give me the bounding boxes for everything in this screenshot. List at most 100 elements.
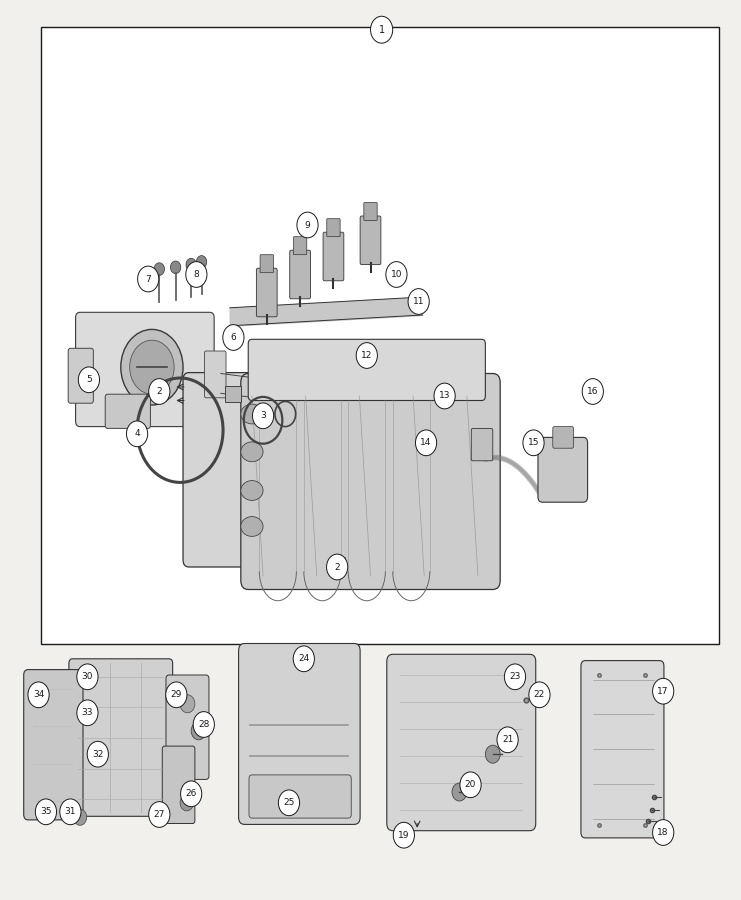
- Circle shape: [653, 679, 674, 704]
- Text: 4: 4: [134, 429, 140, 438]
- FancyBboxPatch shape: [69, 659, 173, 816]
- Text: 24: 24: [298, 654, 310, 663]
- Circle shape: [393, 823, 414, 848]
- FancyBboxPatch shape: [387, 654, 536, 831]
- Circle shape: [460, 772, 481, 797]
- Text: 16: 16: [587, 387, 599, 396]
- Circle shape: [653, 820, 674, 845]
- Text: 30: 30: [82, 672, 93, 681]
- Ellipse shape: [241, 481, 263, 500]
- Text: 28: 28: [198, 720, 210, 729]
- FancyBboxPatch shape: [68, 348, 93, 403]
- Text: 29: 29: [170, 690, 182, 699]
- Circle shape: [130, 340, 174, 394]
- Text: 27: 27: [153, 810, 165, 819]
- Circle shape: [181, 781, 202, 806]
- Circle shape: [28, 682, 49, 707]
- FancyBboxPatch shape: [327, 219, 340, 237]
- Circle shape: [87, 742, 108, 767]
- Text: 26: 26: [185, 789, 197, 798]
- FancyBboxPatch shape: [241, 374, 500, 590]
- FancyBboxPatch shape: [249, 775, 351, 818]
- Text: 12: 12: [361, 351, 373, 360]
- Text: 25: 25: [283, 798, 295, 807]
- Circle shape: [186, 258, 196, 271]
- FancyBboxPatch shape: [183, 373, 265, 567]
- Circle shape: [223, 325, 244, 350]
- Text: 13: 13: [439, 392, 451, 400]
- FancyBboxPatch shape: [166, 675, 209, 779]
- FancyBboxPatch shape: [239, 644, 360, 824]
- FancyBboxPatch shape: [581, 661, 664, 838]
- Text: 8: 8: [193, 270, 199, 279]
- Circle shape: [408, 289, 429, 314]
- Circle shape: [327, 554, 348, 580]
- Circle shape: [293, 646, 314, 671]
- Circle shape: [505, 664, 525, 689]
- Text: 2: 2: [334, 562, 340, 572]
- FancyBboxPatch shape: [248, 339, 485, 400]
- Ellipse shape: [241, 517, 263, 536]
- Ellipse shape: [241, 404, 263, 424]
- Text: 17: 17: [657, 687, 669, 696]
- Circle shape: [127, 421, 147, 446]
- Text: 21: 21: [502, 735, 514, 744]
- FancyBboxPatch shape: [293, 237, 307, 255]
- Text: 18: 18: [657, 828, 669, 837]
- Circle shape: [77, 664, 98, 689]
- Text: 35: 35: [40, 807, 52, 816]
- Circle shape: [60, 799, 81, 824]
- Circle shape: [434, 383, 455, 409]
- Circle shape: [193, 712, 214, 737]
- Text: 14: 14: [420, 438, 432, 447]
- FancyBboxPatch shape: [471, 428, 493, 461]
- FancyBboxPatch shape: [323, 232, 344, 281]
- FancyBboxPatch shape: [162, 746, 195, 824]
- Circle shape: [452, 783, 467, 801]
- FancyBboxPatch shape: [256, 268, 277, 317]
- Text: 11: 11: [413, 297, 425, 306]
- Circle shape: [180, 695, 195, 713]
- Circle shape: [356, 343, 377, 368]
- Circle shape: [186, 262, 207, 287]
- FancyBboxPatch shape: [553, 427, 574, 448]
- Text: 31: 31: [64, 807, 76, 816]
- Circle shape: [386, 262, 407, 287]
- Circle shape: [253, 403, 273, 428]
- Circle shape: [166, 682, 187, 707]
- Circle shape: [149, 802, 170, 827]
- Circle shape: [582, 379, 603, 404]
- Circle shape: [485, 745, 500, 763]
- Text: 22: 22: [534, 690, 545, 699]
- Text: 1: 1: [379, 24, 385, 35]
- FancyBboxPatch shape: [205, 351, 226, 398]
- FancyBboxPatch shape: [364, 202, 377, 220]
- Ellipse shape: [241, 442, 263, 462]
- FancyBboxPatch shape: [24, 670, 83, 820]
- Circle shape: [73, 809, 87, 825]
- Circle shape: [497, 727, 518, 752]
- FancyBboxPatch shape: [105, 394, 150, 428]
- Circle shape: [154, 263, 165, 275]
- Circle shape: [77, 700, 98, 725]
- FancyBboxPatch shape: [360, 216, 381, 265]
- Circle shape: [523, 430, 544, 455]
- Circle shape: [416, 430, 436, 455]
- Bar: [225, 386, 241, 402]
- Circle shape: [170, 261, 181, 274]
- Circle shape: [180, 795, 193, 811]
- Circle shape: [279, 790, 299, 815]
- Circle shape: [370, 16, 393, 43]
- Text: 3: 3: [260, 411, 266, 420]
- Text: 34: 34: [33, 690, 44, 699]
- Text: 19: 19: [398, 831, 410, 840]
- Text: 10: 10: [391, 270, 402, 279]
- Text: 6: 6: [230, 333, 236, 342]
- Text: 2: 2: [156, 387, 162, 396]
- Text: 9: 9: [305, 220, 310, 230]
- Text: 23: 23: [509, 672, 521, 681]
- Text: 32: 32: [92, 750, 104, 759]
- FancyBboxPatch shape: [290, 250, 310, 299]
- Text: 15: 15: [528, 438, 539, 447]
- Circle shape: [191, 722, 206, 740]
